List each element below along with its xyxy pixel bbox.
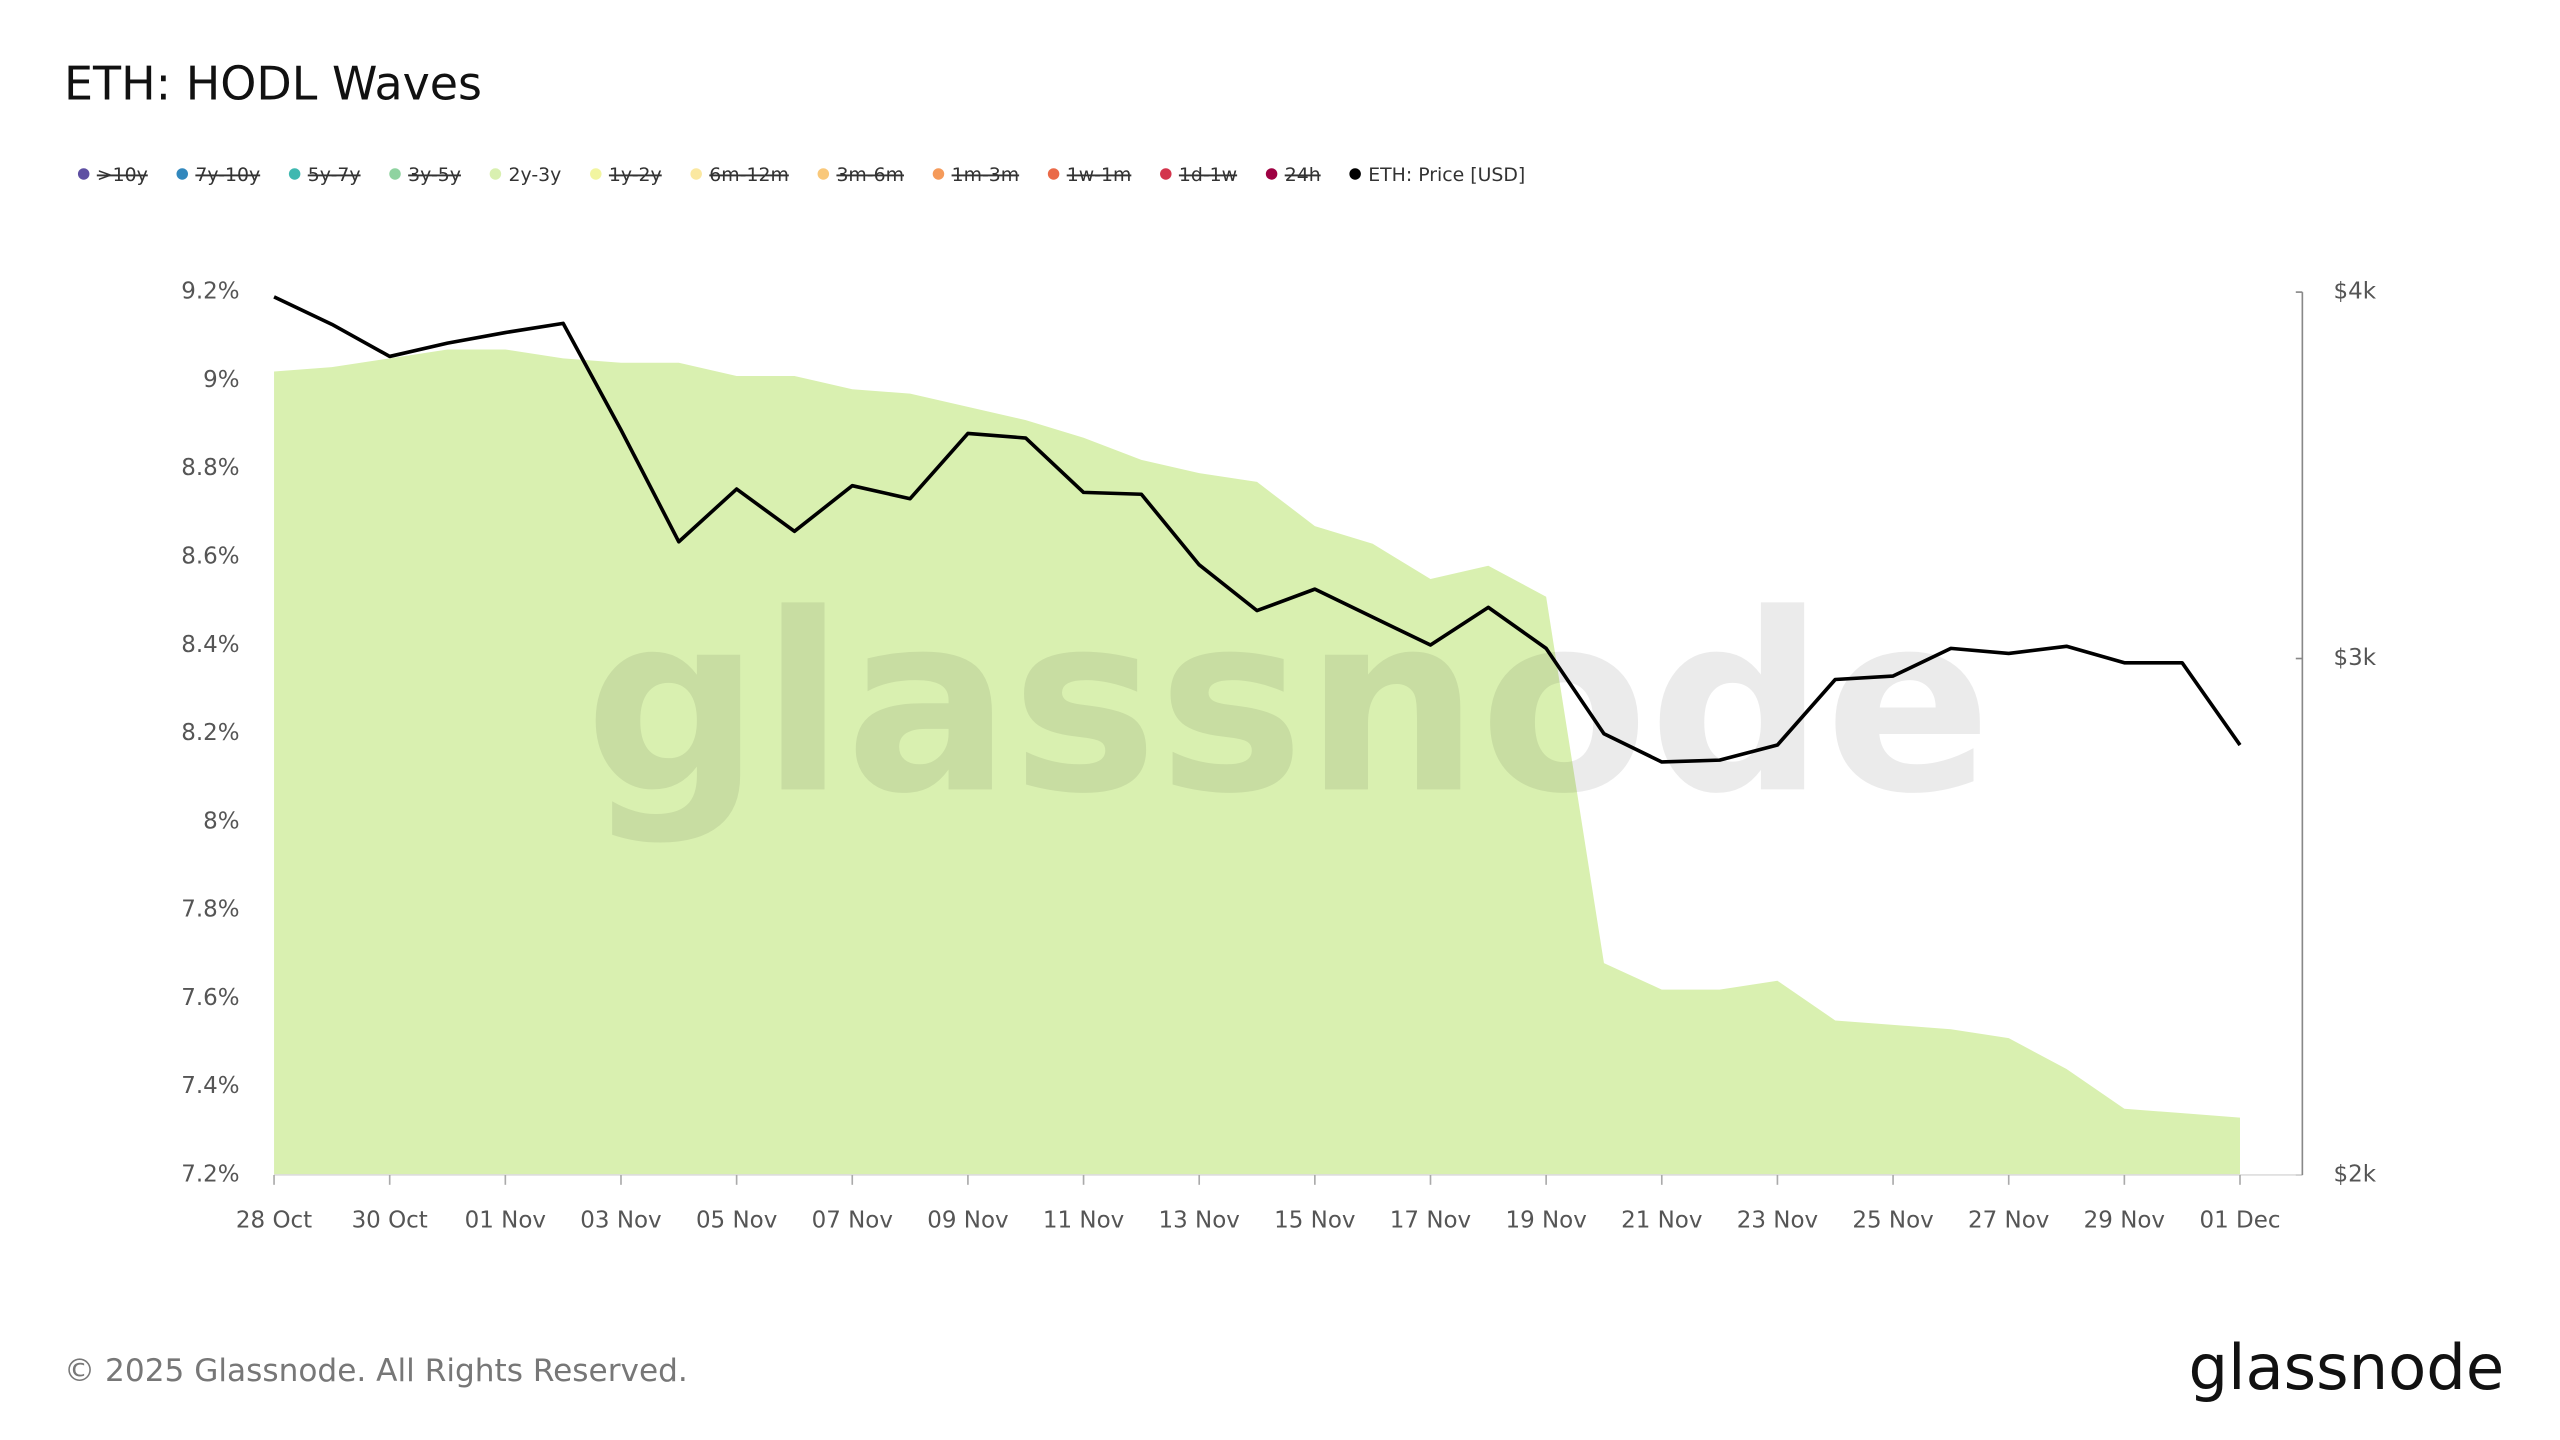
x-tick-label: 17 Nov <box>1390 1207 1471 1233</box>
legend-label[interactable]: 1m-3m <box>952 164 1020 186</box>
legend-label[interactable]: 2y-3y <box>509 164 562 186</box>
y-tick-label: 7.8% <box>181 897 239 923</box>
legend-dot <box>690 168 702 180</box>
y2-tick-label: $3k <box>2334 645 2377 671</box>
x-tick-label: 09 Nov <box>927 1207 1008 1233</box>
x-tick-label: 19 Nov <box>1505 1207 1586 1233</box>
logo: glassnode <box>2189 1331 2505 1404</box>
legend-label[interactable]: 3m-6m <box>836 164 904 186</box>
y-tick-label: 7.6% <box>181 985 239 1011</box>
chart-title: ETH: HODL Waves <box>64 56 482 110</box>
x-tick-label: 21 Nov <box>1621 1207 1702 1233</box>
price-line <box>273 295 2242 764</box>
x-tick-label: 11 Nov <box>1043 1207 1124 1233</box>
y-tick-label: 8.4% <box>181 632 239 658</box>
y-tick-label: 8% <box>203 808 239 834</box>
legend-dot <box>590 168 602 180</box>
footer: © 2025 Glassnode. All Rights Reserved. <box>64 1353 688 1389</box>
legend-dot <box>288 168 301 180</box>
x-tick-label: 03 Nov <box>580 1207 661 1233</box>
x-tick-label: 07 Nov <box>812 1207 893 1233</box>
legend-label[interactable]: 1y-2y <box>609 164 662 186</box>
legend-dot <box>817 168 830 180</box>
legend-label[interactable]: 7y-10y <box>195 164 260 186</box>
y-tick-label: 9% <box>203 367 239 393</box>
x-tick-label: 15 Nov <box>1274 1207 1355 1233</box>
legend-dot <box>932 168 945 180</box>
x-tick-label: 28 Oct <box>236 1207 312 1233</box>
y-tick-label: 8.8% <box>181 455 239 481</box>
x-tick-label: 30 Oct <box>352 1207 428 1233</box>
x-tick-label: 23 Nov <box>1737 1207 1818 1233</box>
watermark: glassnode <box>585 562 1992 848</box>
legend-label[interactable]: 1w-1m <box>1067 164 1132 186</box>
legend-dot <box>77 168 90 180</box>
x-tick-label: 25 Nov <box>1852 1207 1933 1233</box>
y-tick-label: 8.2% <box>181 720 239 746</box>
y2-tick-label: $4k <box>2334 279 2377 305</box>
x-tick-label: 05 Nov <box>696 1207 777 1233</box>
y-tick-label: 7.4% <box>181 1073 239 1099</box>
y2-tick-label: $2k <box>2334 1161 2377 1187</box>
legend-dot <box>1265 168 1278 180</box>
legend-dot <box>1349 168 1361 180</box>
legend-label[interactable]: 1d-1w <box>1179 164 1237 186</box>
legend-dot <box>1047 168 1060 180</box>
legend-label[interactable]: 5y-7y <box>308 164 361 186</box>
legend-dot <box>389 168 401 180</box>
legend-dot <box>1160 168 1172 180</box>
x-tick-label: 29 Nov <box>2084 1207 2165 1233</box>
x-tick-label: 27 Nov <box>1968 1207 2049 1233</box>
legend-label[interactable]: 24h <box>1285 164 1321 186</box>
legend-label[interactable]: 6m-12m <box>709 164 789 186</box>
legend-label[interactable]: >10y <box>97 164 148 186</box>
legend-dot <box>176 168 188 180</box>
y-tick-label: 7.2% <box>181 1161 239 1187</box>
area <box>274 349 2240 1175</box>
legend-label[interactable]: 3y-5y <box>408 164 461 186</box>
y-tick-label: 8.6% <box>181 543 239 569</box>
x-tick-label: 01 Nov <box>465 1207 546 1233</box>
x-tick-label: 01 Dec <box>2200 1207 2281 1233</box>
y-tick-label: 9.2% <box>181 279 239 305</box>
legend-label[interactable]: ETH: Price [USD] <box>1368 164 1525 186</box>
x-tick-label: 13 Nov <box>1159 1207 1240 1233</box>
legend-dot <box>489 168 502 180</box>
